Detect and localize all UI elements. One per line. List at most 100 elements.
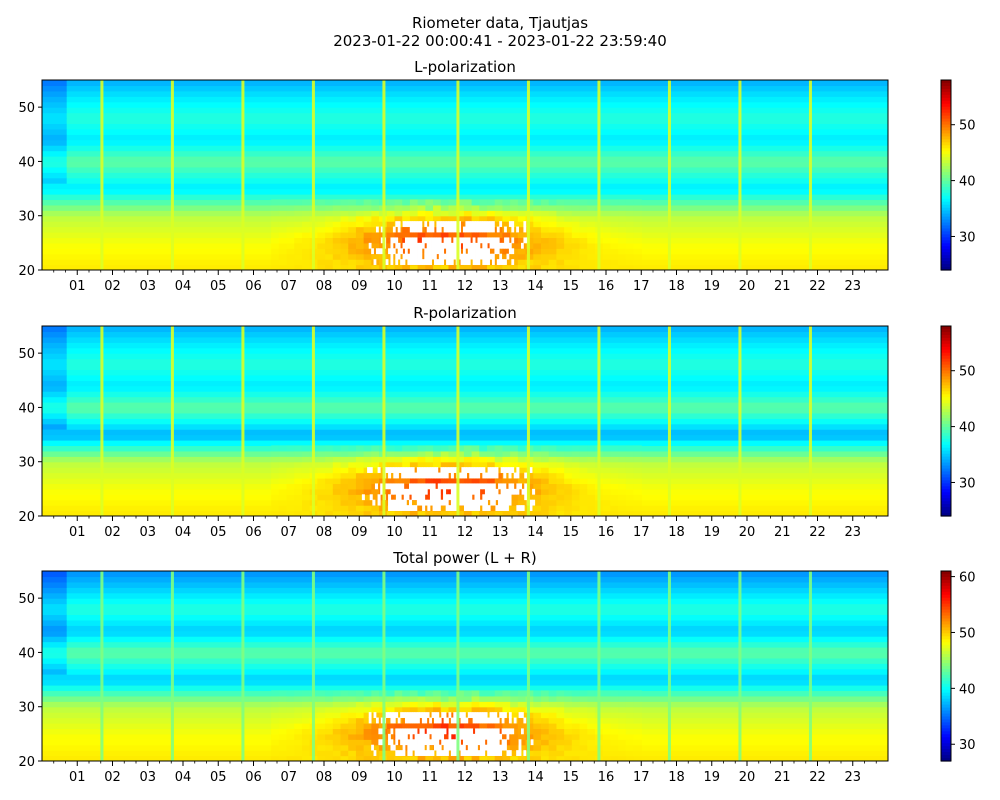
saturated-cell: [409, 744, 413, 751]
saturated-cell: [448, 226, 452, 233]
heatmap-cell: [571, 744, 581, 751]
saturated-cell: [438, 242, 442, 249]
heatmap-cell: [301, 483, 311, 490]
heatmap-cell: [625, 701, 635, 708]
saturated-cell: [482, 242, 486, 249]
heatmap-cell: [618, 717, 627, 724]
heatmap-cell: [340, 701, 349, 708]
saturated-cell: [487, 505, 491, 511]
panel-title: Total power (L + R): [392, 549, 537, 567]
x-tick-label: 06: [245, 770, 262, 785]
heatmap-cell: [425, 445, 434, 452]
heatmap-cell: [348, 750, 357, 757]
x-tick-label: 21: [774, 525, 791, 540]
saturated-cell: [461, 499, 465, 506]
colorbar-segment: [941, 121, 951, 126]
heatmap-cell: [625, 467, 635, 474]
saturated-cell: [414, 488, 418, 495]
saturated-cell: [458, 739, 461, 746]
colorbar-segment: [941, 456, 951, 461]
saturated-cell: [467, 253, 471, 260]
heatmap-cell: [448, 450, 457, 457]
colorbar-segment: [941, 624, 951, 629]
saturated-cell: [429, 467, 433, 473]
saturated-cell: [469, 494, 473, 501]
saturated-cell: [436, 750, 440, 756]
saturated-cell: [388, 467, 392, 473]
heatmap-row: [42, 85, 888, 92]
heatmap-cell: [564, 199, 573, 206]
heatmap-cell: [340, 505, 349, 512]
heatmap-cell: [348, 717, 357, 724]
saturated-cell: [524, 488, 528, 495]
saturated-cell: [431, 226, 435, 233]
saturated-cell: [500, 467, 504, 473]
saturated-cell: [390, 483, 394, 490]
heatmap-cell: [579, 728, 588, 735]
colorbar-segment: [941, 213, 951, 218]
heatmap-cell: [564, 253, 573, 260]
heatmap-cell: [541, 472, 550, 479]
heatmap-cell: [417, 215, 426, 222]
heatmap-cell: [301, 744, 311, 751]
heatmap-cell: [471, 199, 480, 206]
heatmap-cell: [456, 723, 465, 730]
heatmap-cell: [618, 706, 627, 713]
saturated-cell: [482, 712, 486, 718]
heatmap-cell: [618, 215, 627, 222]
heatmap-cell: [294, 199, 303, 206]
y-tick-label: 40: [18, 401, 35, 416]
saturated-cell: [495, 494, 499, 501]
saturated-cell: [487, 744, 490, 751]
heatmap-cell: [610, 461, 619, 468]
heatmap-cell: [633, 232, 642, 239]
heatmap-cell: [564, 450, 573, 457]
colorbar-tick-label: 40: [959, 682, 976, 697]
saturated-cell: [393, 499, 397, 506]
colorbar-segment: [941, 216, 951, 221]
saturated-cell: [520, 712, 524, 718]
heatmap-cell: [278, 248, 288, 255]
saturated-cell: [433, 728, 437, 735]
saturated-cell: [426, 750, 430, 756]
saturated-cell: [402, 733, 406, 740]
heatmap-cell: [348, 494, 357, 501]
saturated-cell: [484, 499, 488, 506]
saturated-cell: [450, 483, 454, 490]
heatmap-cell: [548, 478, 558, 485]
heatmap-cell: [564, 215, 573, 222]
saturated-cell: [380, 488, 384, 495]
saturated-cell: [479, 733, 483, 740]
heatmap-cell: [332, 253, 342, 260]
saturated-cell: [458, 253, 461, 260]
figure-title: Riometer data, Tjautjas: [412, 14, 588, 32]
saturated-cell: [505, 488, 509, 495]
heatmap-cell: [510, 199, 519, 206]
heatmap-cell: [510, 253, 519, 260]
heatmap-cell: [394, 461, 403, 468]
heatmap-cell: [579, 264, 588, 270]
heatmap-cell: [363, 461, 372, 468]
heatmap-cell: [448, 706, 457, 713]
saturated-cell: [372, 499, 376, 506]
saturated-cell: [453, 221, 457, 227]
saturated-cell: [397, 733, 401, 740]
heatmap-cell: [417, 695, 426, 702]
heatmap-cell: [340, 499, 349, 506]
heatmap-cell: [533, 253, 542, 260]
heatmap-cell: [371, 242, 380, 249]
heatmap-cell: [409, 690, 419, 697]
saturated-cell: [508, 717, 512, 724]
colorbar-segment: [941, 100, 951, 105]
heatmap-cell: [42, 331, 67, 338]
heatmap-cell: [510, 221, 519, 228]
heatmap-cell: [602, 232, 612, 239]
heatmap-cell: [587, 755, 596, 761]
saturated-cell: [479, 237, 483, 244]
saturated-cell: [432, 467, 436, 473]
heatmap-cell: [294, 717, 303, 724]
heatmap-cell: [301, 706, 311, 713]
heatmap-cell: [494, 264, 504, 270]
heatmap-cell: [633, 755, 642, 761]
saturated-cell: [445, 499, 449, 506]
